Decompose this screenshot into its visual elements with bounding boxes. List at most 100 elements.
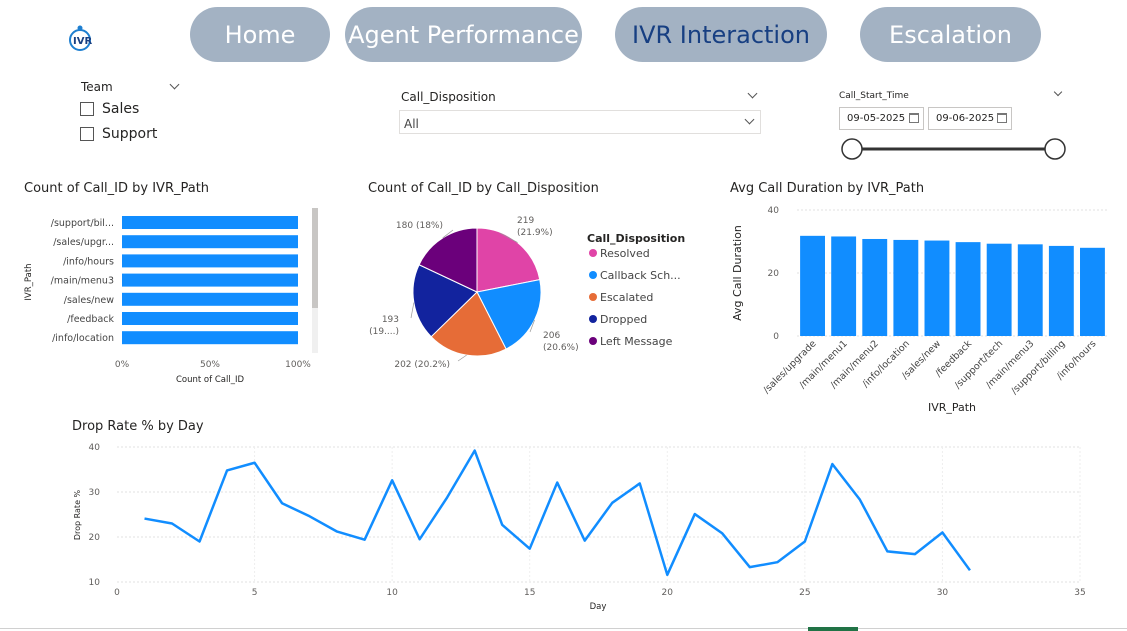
y-axis-title: IVR_Path xyxy=(24,263,34,300)
calendar-icon[interactable] xyxy=(997,113,1007,123)
x-tick-label: 15 xyxy=(524,588,535,598)
bar xyxy=(986,243,1012,336)
pie-slice xyxy=(418,227,478,293)
y-tick-label: 40 xyxy=(768,206,780,216)
checkbox-icon[interactable] xyxy=(80,102,94,116)
team-option-support[interactable]: Support xyxy=(80,126,157,142)
leader-line xyxy=(410,302,415,319)
nav-ivr-interaction-button[interactable]: IVR Interaction xyxy=(615,7,827,62)
pie-slice xyxy=(476,279,542,350)
start-date-input[interactable]: 09-05-2025 xyxy=(839,107,924,130)
disposition-slicer-chevron-icon[interactable] xyxy=(747,88,758,99)
legend-marker xyxy=(589,315,597,323)
x-tick-label: /support/billing xyxy=(1009,338,1067,396)
y-tick-label: 20 xyxy=(89,533,101,543)
x-tick-label: 10 xyxy=(386,588,398,598)
date-range-slider[interactable] xyxy=(838,136,1072,162)
y-tick-label: /info/hours xyxy=(63,256,114,267)
leader-line xyxy=(442,229,454,239)
checkbox-icon[interactable] xyxy=(80,127,94,141)
nav-escalation-button[interactable]: Escalation xyxy=(860,7,1041,62)
legend-marker xyxy=(589,271,597,279)
calendar-icon[interactable] xyxy=(909,113,919,123)
x-tick-label: /sales/upgrade xyxy=(761,338,819,396)
y-tick-label: /feedback xyxy=(67,314,114,325)
bar xyxy=(1017,244,1043,336)
y-tick-label: 0 xyxy=(773,332,779,342)
data-label-pct: (20.6%) xyxy=(543,343,579,353)
x-tick-label: 20 xyxy=(662,588,674,598)
x-axis-title: Day xyxy=(590,602,607,612)
data-label: 202 (20.2%) xyxy=(394,360,450,370)
y-tick-label: 10 xyxy=(89,578,101,588)
y-tick-label: /main/menu3 xyxy=(51,276,114,287)
end-date-input[interactable]: 09-06-2025 xyxy=(928,107,1012,130)
x-tick-label: 5 xyxy=(252,588,258,598)
series-line xyxy=(144,449,971,577)
bar xyxy=(955,242,981,336)
y-tick-label: 20 xyxy=(768,269,780,279)
data-label: 193 xyxy=(382,315,399,325)
bar xyxy=(122,292,298,306)
bar xyxy=(800,235,825,336)
y-axis-title: Drop Rate % xyxy=(73,489,82,540)
data-label: 206 xyxy=(543,331,560,341)
y-tick-label: 30 xyxy=(89,488,101,498)
disposition-dropdown-value: All xyxy=(404,117,419,131)
leader-line xyxy=(457,354,467,362)
team-slicer-chevron-icon[interactable] xyxy=(169,79,180,90)
start-time-slicer-chevron-icon[interactable] xyxy=(1053,87,1063,97)
bar xyxy=(122,254,298,268)
x-axis-title: Count of Call_ID xyxy=(176,375,244,385)
bar xyxy=(924,240,950,336)
bar xyxy=(122,235,298,249)
chart-title: Count of Call_ID by IVR_Path xyxy=(24,181,210,196)
y-tick-label: /support/bil... xyxy=(51,218,114,229)
team-option-label: Support xyxy=(102,126,158,142)
data-label: 180 (18%) xyxy=(396,221,443,231)
x-tick-label: 0% xyxy=(115,360,130,370)
x-tick-label: 30 xyxy=(937,588,949,598)
scrollbar-thumb xyxy=(312,208,318,308)
slider-handle-start xyxy=(841,138,863,160)
legend-marker xyxy=(589,337,597,345)
legend-item: Escalated xyxy=(600,291,653,304)
bar xyxy=(893,239,919,336)
y-tick-label: /sales/new xyxy=(64,295,114,306)
bottom-tab-indicator xyxy=(808,627,858,631)
chevron-down-icon xyxy=(744,114,755,125)
start-time-slicer-title: Call_Start_Time xyxy=(839,91,909,101)
chart-title: Avg Call Duration by IVR_Path xyxy=(730,181,925,196)
end-date-value: 09-06-2025 xyxy=(936,113,995,124)
nav-home-button[interactable]: Home xyxy=(190,7,330,62)
data-label-pct: (19....) xyxy=(369,327,399,337)
bar xyxy=(122,312,298,325)
team-option-sales[interactable]: Sales xyxy=(80,101,139,117)
chart-title: Count of Call_ID by Call_Disposition xyxy=(368,181,599,196)
legend-marker xyxy=(589,249,597,257)
legend-item: Resolved xyxy=(600,247,650,260)
bar xyxy=(831,236,857,336)
ivr-path-count-chart[interactable]: /support/bil... /sales/upgr... /info/hours… xyxy=(20,200,330,390)
chart-title: Drop Rate % by Day xyxy=(72,419,204,434)
y-tick-label: /info/location xyxy=(52,333,114,344)
legend-title: Call_Disposition xyxy=(587,232,685,245)
data-label: 219 xyxy=(517,216,534,226)
legend-marker xyxy=(589,293,597,301)
legend-item: Left Message xyxy=(600,335,673,348)
ivr-logo: IVR xyxy=(69,25,92,51)
team-option-label: Sales xyxy=(102,101,140,117)
bottom-divider xyxy=(0,628,1127,629)
call-disposition-pie-chart[interactable]: 219 (21.9%) 206 (20.6%) 202 (20.2%) 193 (19...… xyxy=(355,200,700,380)
x-tick-label: 50% xyxy=(200,360,220,370)
drop-rate-line-chart[interactable]: 10 20 30 40 0 5 10 15 20 25 30 35 Day Drop Rate % xyxy=(60,435,1100,615)
legend-item: Callback Sch... xyxy=(600,269,681,282)
nav-agent-performance-button[interactable]: Agent Performance xyxy=(345,7,582,62)
bar xyxy=(122,273,298,287)
disposition-dropdown[interactable]: All xyxy=(399,110,761,134)
avg-call-duration-chart[interactable]: 02040/sales/upgrade/main/menu1/main/menu… xyxy=(725,200,1120,420)
pie-slice xyxy=(430,291,507,357)
leader-line xyxy=(529,319,535,333)
x-tick-label: 0 xyxy=(114,588,120,598)
y-tick-label: 40 xyxy=(89,443,101,453)
